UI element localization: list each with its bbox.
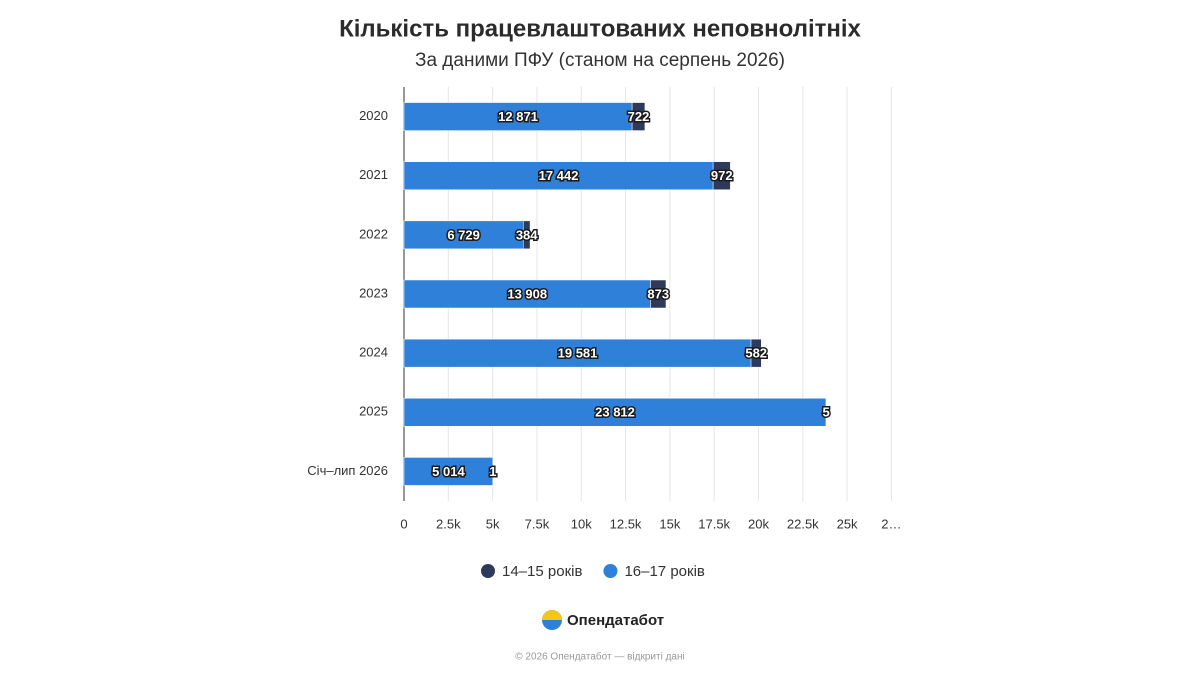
data-label: 13 908 xyxy=(507,286,547,301)
data-label: 23 812 xyxy=(595,405,635,420)
bar-segment xyxy=(403,102,633,131)
y-tick-label: 2021 xyxy=(359,167,388,182)
x-tick-label: 7.5k xyxy=(525,516,550,531)
x-tick-label: 20k xyxy=(748,516,769,531)
data-label: 384 xyxy=(516,227,538,242)
x-tick-label: 15k xyxy=(659,516,680,531)
y-tick-label: 2022 xyxy=(359,226,388,241)
bar-segment xyxy=(631,102,646,131)
data-label: 19 581 xyxy=(558,346,598,361)
bar-segment xyxy=(403,457,494,486)
bar-segment xyxy=(650,279,667,309)
bar-segment xyxy=(403,220,524,250)
x-tick-label: 25k xyxy=(837,516,858,531)
data-label: 722 xyxy=(628,109,650,124)
bar-segment xyxy=(403,398,827,427)
y-tick-label: 2020 xyxy=(359,108,388,123)
x-tick-label: 2… xyxy=(881,516,901,531)
legend-marker xyxy=(481,564,495,578)
y-tick-label: 2023 xyxy=(359,285,388,300)
x-tick-label: 10k xyxy=(571,516,592,531)
footer: © 2026 Опендатабот — відкриті дані xyxy=(515,651,684,663)
data-label: 582 xyxy=(745,346,767,361)
data-label: 6 729 xyxy=(447,227,480,242)
x-tick-label: 12.5k xyxy=(610,516,642,531)
data-label: 1 xyxy=(489,464,496,479)
brand-logo xyxy=(542,610,562,630)
data-label: 12 871 xyxy=(498,109,538,124)
x-tick-label: 5k xyxy=(486,516,500,531)
y-tick-label: 2025 xyxy=(359,404,388,419)
bar-segment xyxy=(750,338,762,368)
x-tick-label: 2.5k xyxy=(436,516,461,531)
data-label: 17 442 xyxy=(539,168,579,183)
legend-marker xyxy=(603,564,618,578)
bar-segment xyxy=(523,220,531,250)
data-label: 972 xyxy=(711,168,733,183)
data-label: 5 014 xyxy=(432,464,465,479)
data-label: 5 xyxy=(822,405,829,420)
x-tick-label: 22.5k xyxy=(787,516,819,531)
data-label: 873 xyxy=(647,286,669,301)
chart-title: Кількість працевлаштованих неповнолітніх xyxy=(339,15,861,42)
brand-name: Опендатабот xyxy=(567,612,664,629)
legend-label: 14–15 років xyxy=(502,563,582,580)
x-tick-label: 0 xyxy=(400,516,407,531)
bar-segment xyxy=(712,161,731,190)
y-tick-label: 2024 xyxy=(359,345,388,360)
chart-subtitle: За даними ПФУ (станом на серпень 2026) xyxy=(415,50,785,71)
x-tick-label: 17.5k xyxy=(698,516,730,531)
bar-segment xyxy=(403,338,752,368)
y-tick-label: Січ–лип 2026 xyxy=(307,463,388,478)
legend-label: 16–17 років xyxy=(624,563,704,580)
